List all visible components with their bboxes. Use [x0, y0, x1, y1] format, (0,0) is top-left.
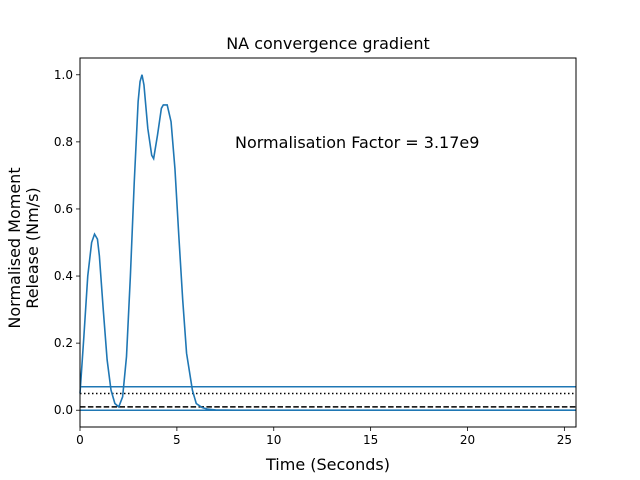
x-tick-label: 10 [266, 433, 281, 447]
y-axis-label: Normalised Moment Release (Nm/s) [5, 167, 42, 328]
normalisation-annotation: Normalisation Factor = 3.17e9 [235, 133, 479, 152]
x-tick-label: 0 [76, 433, 84, 447]
y-tick-label: 0.6 [54, 202, 73, 216]
chart-title: NA convergence gradient [226, 34, 430, 53]
series-line [79, 74, 576, 412]
y-axis-label-line-1: Normalised Moment [5, 167, 24, 328]
plot-area: Normalisation Factor = 3.17e9 [79, 74, 576, 412]
y-tick-label: 0.8 [54, 135, 73, 149]
y-tick-label: 0.2 [54, 336, 73, 350]
y-axis-ticks: 0.0 0.2 0.4 0.6 0.8 1.0 [54, 68, 80, 417]
x-tick-label: 25 [557, 433, 572, 447]
x-tick-label: 20 [460, 433, 475, 447]
x-tick-label: 15 [363, 433, 378, 447]
y-tick-label: 0.0 [54, 403, 73, 417]
y-tick-label: 1.0 [54, 68, 73, 82]
reference-lines [80, 385, 576, 411]
plot-frame [79, 57, 577, 428]
y-axis-label-line-2: Release (Nm/s) [23, 187, 42, 308]
y-tick-label: 0.4 [54, 269, 73, 283]
x-axis-label: Time (Seconds) [265, 455, 390, 474]
x-tick-label: 5 [173, 433, 181, 447]
x-axis-ticks: 0 5 10 15 20 25 [76, 427, 572, 447]
